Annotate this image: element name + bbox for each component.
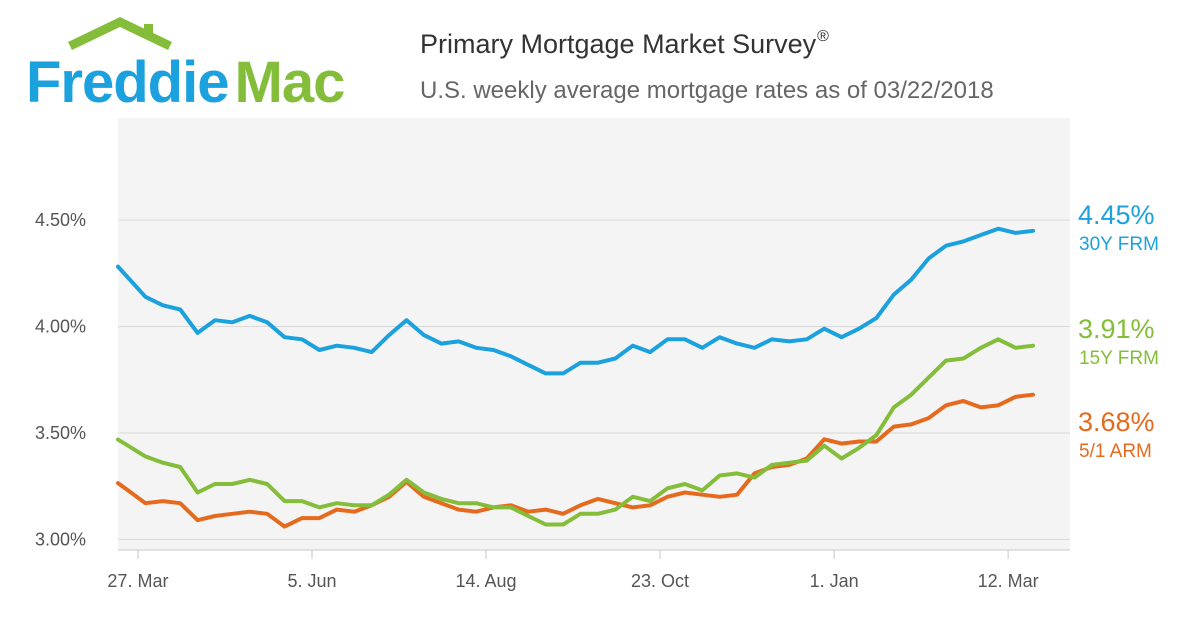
x-tick-label: 27. Mar bbox=[107, 571, 168, 591]
y-tick-label: 3.50% bbox=[35, 423, 86, 443]
series-label-15y-frm: 15Y FRM bbox=[1079, 348, 1159, 369]
end-value-5-1-arm: 3.68% bbox=[1078, 407, 1155, 437]
series-line-5-1-arm bbox=[116, 392, 1035, 529]
registered-mark: ® bbox=[817, 28, 829, 45]
x-tick-label: 14. Aug bbox=[455, 571, 516, 591]
x-tick-label: 23. Oct bbox=[631, 571, 689, 591]
series-line-15y-frm bbox=[116, 337, 1035, 527]
x-tick-label: 1. Jan bbox=[810, 571, 859, 591]
chart-subtitle: U.S. weekly average mortgage rates as of… bbox=[420, 77, 994, 104]
x-tick-label: 12. Mar bbox=[978, 571, 1039, 591]
end-value-15y-frm: 3.91% bbox=[1078, 314, 1155, 344]
y-tick-label: 4.50% bbox=[35, 210, 86, 230]
x-tick-label: 5. Jun bbox=[287, 571, 336, 591]
y-tick-label: 4.00% bbox=[35, 317, 86, 337]
freddie-mac-logo: Freddie Mac bbox=[26, 17, 345, 114]
y-tick-label: 3.00% bbox=[35, 529, 86, 549]
plot-background bbox=[118, 118, 1070, 550]
series-line-30y-frm bbox=[116, 226, 1035, 376]
series-label-5-1-arm: 5/1 ARM bbox=[1079, 441, 1152, 462]
chart-title: Primary Mortgage Market Survey® bbox=[420, 28, 829, 59]
end-value-30y-frm: 4.45% bbox=[1078, 200, 1155, 230]
series-label-30y-frm: 30Y FRM bbox=[1079, 234, 1159, 255]
